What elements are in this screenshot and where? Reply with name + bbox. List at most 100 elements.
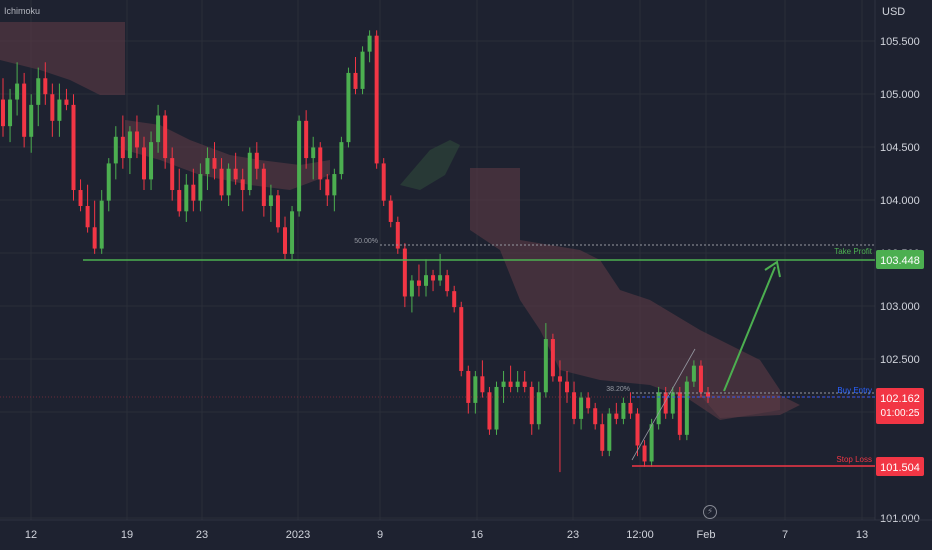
- candle-body[interactable]: [557, 376, 562, 382]
- candle-body[interactable]: [226, 168, 231, 196]
- candle-body[interactable]: [22, 83, 27, 137]
- candle-body[interactable]: [473, 376, 478, 403]
- candle-body[interactable]: [388, 200, 393, 222]
- candle-body[interactable]: [43, 78, 48, 95]
- candle-body[interactable]: [127, 131, 132, 159]
- lightning-icon[interactable]: ⚡: [703, 505, 717, 519]
- candle-body[interactable]: [184, 184, 189, 212]
- candle-body[interactable]: [353, 72, 358, 89]
- candle-body[interactable]: [1, 99, 5, 127]
- candle-body[interactable]: [50, 94, 55, 121]
- candle-body[interactable]: [600, 424, 605, 451]
- candle-body[interactable]: [543, 339, 548, 393]
- candle-body[interactable]: [15, 83, 20, 100]
- candle-body[interactable]: [550, 339, 555, 377]
- candle-body[interactable]: [247, 152, 252, 191]
- candle-body[interactable]: [261, 168, 266, 206]
- candle-body[interactable]: [579, 397, 584, 419]
- candle-body[interactable]: [99, 200, 104, 249]
- candle-body[interactable]: [106, 163, 111, 201]
- candle-body[interactable]: [156, 115, 161, 143]
- candle-body[interactable]: [57, 99, 62, 121]
- candle-body[interactable]: [431, 275, 436, 281]
- candle-body[interactable]: [297, 120, 302, 212]
- candle-body[interactable]: [593, 408, 598, 425]
- candle-body[interactable]: [515, 381, 520, 387]
- candle-body[interactable]: [663, 392, 668, 414]
- candle-body[interactable]: [628, 402, 633, 414]
- candle-body[interactable]: [120, 136, 125, 159]
- candle-body[interactable]: [402, 248, 407, 297]
- indicator-label[interactable]: Ichimoku: [4, 6, 41, 16]
- candle-body[interactable]: [332, 174, 337, 196]
- candle-body[interactable]: [572, 392, 577, 419]
- candle-body[interactable]: [424, 275, 428, 286]
- candle-body[interactable]: [487, 392, 492, 430]
- candle-body[interactable]: [586, 397, 591, 409]
- candle-body[interactable]: [677, 392, 682, 435]
- candle-body[interactable]: [233, 168, 238, 180]
- candle-body[interactable]: [205, 158, 210, 175]
- candle-body[interactable]: [670, 392, 675, 414]
- candle-body[interactable]: [275, 195, 280, 228]
- candle-body[interactable]: [339, 142, 344, 175]
- candle-body[interactable]: [78, 190, 83, 206]
- candle-body[interactable]: [607, 413, 612, 451]
- candle-body[interactable]: [268, 195, 273, 206]
- candle-body[interactable]: [621, 402, 626, 419]
- candle-body[interactable]: [649, 424, 654, 462]
- candle-body[interactable]: [684, 381, 689, 435]
- candle-body[interactable]: [565, 381, 569, 393]
- candle-body[interactable]: [240, 179, 245, 191]
- candle-body[interactable]: [635, 413, 640, 446]
- candle-body[interactable]: [92, 227, 97, 249]
- candle-body[interactable]: [212, 158, 217, 169]
- candle-body[interactable]: [367, 35, 372, 52]
- candle-body[interactable]: [374, 35, 379, 164]
- candle-body[interactable]: [706, 392, 710, 397]
- candle-body[interactable]: [494, 386, 499, 430]
- candle-body[interactable]: [522, 381, 527, 387]
- candle-body[interactable]: [163, 115, 168, 159]
- candle-body[interactable]: [36, 78, 41, 105]
- candle-body[interactable]: [459, 307, 464, 371]
- candle-body[interactable]: [529, 386, 534, 425]
- candle-body[interactable]: [360, 51, 365, 89]
- candle-body[interactable]: [219, 168, 224, 196]
- candle-body[interactable]: [71, 104, 76, 191]
- candle-body[interactable]: [311, 147, 316, 159]
- candle-body[interactable]: [283, 227, 287, 254]
- candle-body[interactable]: [409, 280, 414, 297]
- candle-body[interactable]: [416, 280, 421, 286]
- candle-body[interactable]: [691, 365, 696, 382]
- candle-body[interactable]: [642, 445, 647, 462]
- candle-body[interactable]: [381, 163, 386, 201]
- candle-body[interactable]: [254, 152, 259, 169]
- candle-body[interactable]: [480, 376, 485, 393]
- candle-body[interactable]: [113, 136, 118, 164]
- candle-body[interactable]: [29, 104, 34, 137]
- candle-body[interactable]: [325, 179, 330, 196]
- candle-body[interactable]: [290, 211, 295, 254]
- candle-body[interactable]: [536, 392, 541, 425]
- candle-body[interactable]: [149, 142, 154, 180]
- candle-body[interactable]: [346, 72, 351, 143]
- candle-body[interactable]: [698, 365, 703, 393]
- candle-body[interactable]: [304, 120, 309, 159]
- candle-body[interactable]: [445, 275, 450, 292]
- candle-body[interactable]: [198, 174, 203, 201]
- candle-body[interactable]: [85, 205, 90, 228]
- candle-body[interactable]: [64, 99, 69, 105]
- candle-body[interactable]: [656, 392, 661, 425]
- candle-body[interactable]: [614, 413, 619, 419]
- candle-body[interactable]: [452, 291, 457, 308]
- candle-body[interactable]: [134, 131, 139, 148]
- candle-body[interactable]: [438, 275, 443, 281]
- candle-body[interactable]: [177, 190, 182, 212]
- candle-body[interactable]: [395, 221, 400, 249]
- candle-body[interactable]: [8, 99, 13, 127]
- candle-body[interactable]: [501, 381, 506, 387]
- candle-body[interactable]: [170, 158, 175, 191]
